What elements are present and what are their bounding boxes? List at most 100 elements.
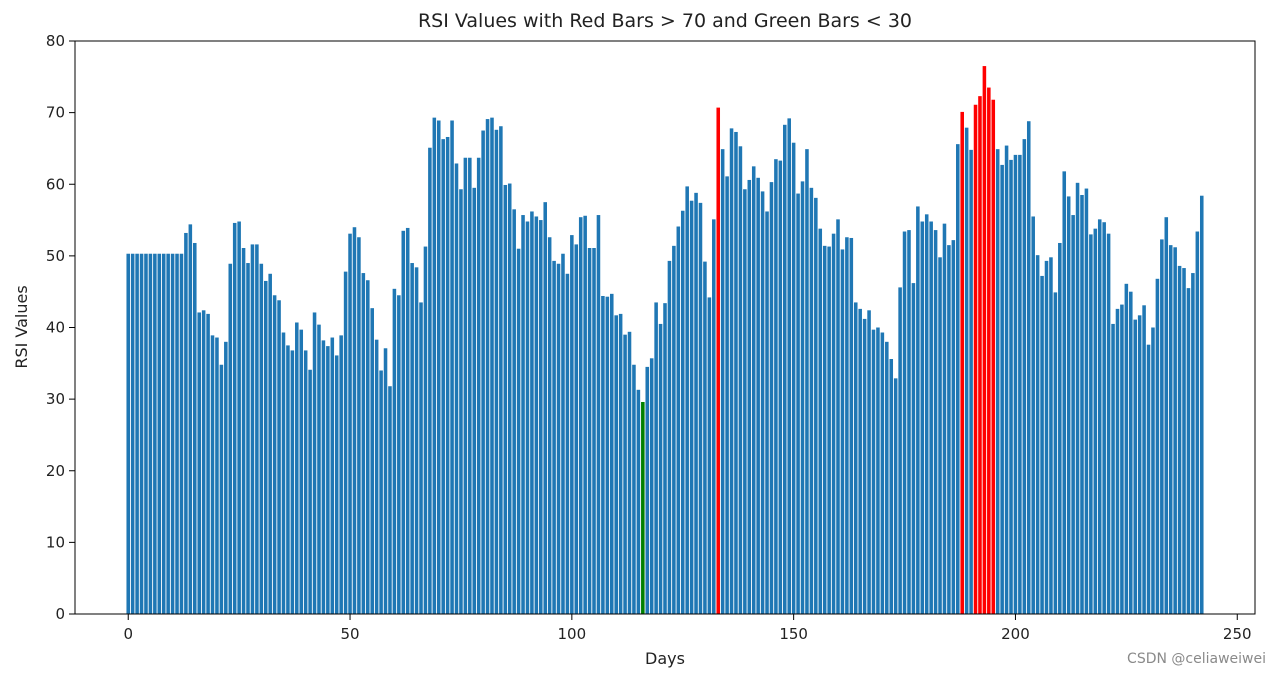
bar-day-182 bbox=[933, 230, 938, 614]
bar-day-100 bbox=[570, 235, 574, 614]
bar-day-235 bbox=[1168, 245, 1173, 614]
bar-day-69 bbox=[432, 117, 437, 614]
y-tick-label: 30 bbox=[46, 390, 65, 408]
bar-day-160 bbox=[836, 219, 840, 614]
y-tick-label: 80 bbox=[46, 32, 65, 50]
bar-day-127 bbox=[689, 200, 694, 614]
bar-day-218 bbox=[1093, 228, 1098, 614]
bar-day-41 bbox=[308, 369, 312, 614]
bar-day-46 bbox=[330, 337, 335, 614]
bar-day-238 bbox=[1182, 268, 1186, 614]
bar-day-217 bbox=[1089, 234, 1093, 614]
bar-day-154 bbox=[809, 187, 814, 614]
bar-day-139 bbox=[743, 189, 747, 614]
bar-day-143 bbox=[760, 191, 765, 614]
bar-day-27 bbox=[246, 263, 250, 614]
y-axis-label: RSI Values bbox=[12, 285, 31, 368]
bar-day-0 bbox=[126, 253, 131, 615]
bar-day-25 bbox=[237, 221, 241, 614]
bar-day-173 bbox=[893, 378, 898, 614]
bar-day-11 bbox=[175, 253, 179, 615]
bar-day-195 bbox=[991, 99, 996, 615]
bar-day-80 bbox=[481, 130, 485, 614]
bar-day-116 bbox=[641, 401, 645, 614]
bar-day-43 bbox=[317, 324, 321, 614]
bar-day-130 bbox=[703, 261, 707, 614]
bar-day-13 bbox=[184, 232, 188, 614]
bar-day-21 bbox=[219, 364, 224, 614]
bar-day-44 bbox=[321, 340, 326, 614]
bar-day-216 bbox=[1084, 188, 1089, 615]
bar-day-6 bbox=[153, 253, 157, 615]
bar-day-9 bbox=[166, 253, 170, 615]
bar-day-98 bbox=[561, 253, 565, 615]
bar-day-106 bbox=[596, 215, 601, 615]
bar-day-140 bbox=[747, 179, 752, 614]
bar-day-162 bbox=[845, 237, 849, 614]
bar-day-92 bbox=[534, 216, 539, 615]
bar-day-131 bbox=[707, 297, 712, 614]
x-axis: 0 50 100 150 200 250 bbox=[123, 614, 1252, 643]
bar-day-97 bbox=[556, 263, 561, 614]
bar-day-219 bbox=[1097, 219, 1102, 614]
bar-day-10 bbox=[170, 253, 175, 615]
bar-day-63 bbox=[405, 227, 410, 614]
bar-day-181 bbox=[929, 221, 933, 614]
bar-day-189 bbox=[964, 127, 969, 615]
bar-day-128 bbox=[694, 192, 698, 614]
bar-day-16 bbox=[197, 312, 201, 614]
bar-day-7 bbox=[157, 253, 162, 615]
bar-day-53 bbox=[361, 273, 366, 614]
bar-day-64 bbox=[410, 263, 414, 614]
bar-day-159 bbox=[831, 233, 836, 615]
bar-day-183 bbox=[938, 257, 942, 614]
bar-day-241 bbox=[1195, 231, 1200, 614]
bar-day-37 bbox=[290, 350, 295, 614]
bar-day-185 bbox=[947, 245, 951, 614]
bar-day-48 bbox=[339, 335, 343, 614]
bar-day-65 bbox=[414, 267, 419, 614]
bar-day-102 bbox=[578, 217, 583, 614]
bar-day-68 bbox=[428, 147, 432, 614]
bar-day-177 bbox=[911, 283, 916, 614]
bar-day-161 bbox=[840, 249, 845, 614]
bar-day-115 bbox=[636, 389, 641, 614]
bar-day-49 bbox=[343, 271, 348, 614]
bar-day-71 bbox=[441, 139, 445, 614]
bar-day-8 bbox=[161, 253, 166, 615]
bar-day-38 bbox=[295, 322, 299, 614]
bar-day-111 bbox=[618, 313, 623, 614]
bar-day-214 bbox=[1075, 182, 1080, 614]
bar-day-17 bbox=[201, 310, 206, 614]
bar-day-78 bbox=[472, 187, 477, 614]
bar-day-12 bbox=[179, 253, 184, 615]
bar-day-74 bbox=[454, 163, 459, 615]
bar-day-237 bbox=[1177, 265, 1182, 614]
bar-day-99 bbox=[565, 273, 570, 614]
bar-day-137 bbox=[734, 131, 738, 614]
bar-day-50 bbox=[348, 233, 352, 615]
bar-day-142 bbox=[756, 177, 760, 615]
bar-day-114 bbox=[632, 364, 636, 614]
bar-day-232 bbox=[1155, 278, 1160, 614]
y-tick-label: 0 bbox=[55, 605, 65, 623]
bar-day-156 bbox=[818, 228, 823, 614]
bar-day-212 bbox=[1066, 196, 1071, 614]
bar-day-134 bbox=[720, 149, 725, 614]
bar-day-23 bbox=[228, 263, 233, 614]
bar-day-145 bbox=[769, 182, 774, 614]
bar-day-35 bbox=[281, 332, 286, 614]
bar-day-150 bbox=[791, 142, 796, 614]
bar-day-56 bbox=[374, 339, 379, 614]
bar-day-190 bbox=[969, 149, 973, 614]
bar-day-153 bbox=[805, 149, 809, 614]
bar-day-58 bbox=[383, 348, 388, 614]
bar-day-91 bbox=[530, 211, 534, 614]
y-tick-label: 20 bbox=[46, 462, 65, 480]
y-tick-label: 70 bbox=[46, 104, 65, 122]
bar-day-26 bbox=[241, 248, 246, 614]
x-tick-label: 0 bbox=[123, 625, 133, 643]
bars-group bbox=[126, 66, 1204, 615]
bar-day-103 bbox=[583, 215, 587, 614]
